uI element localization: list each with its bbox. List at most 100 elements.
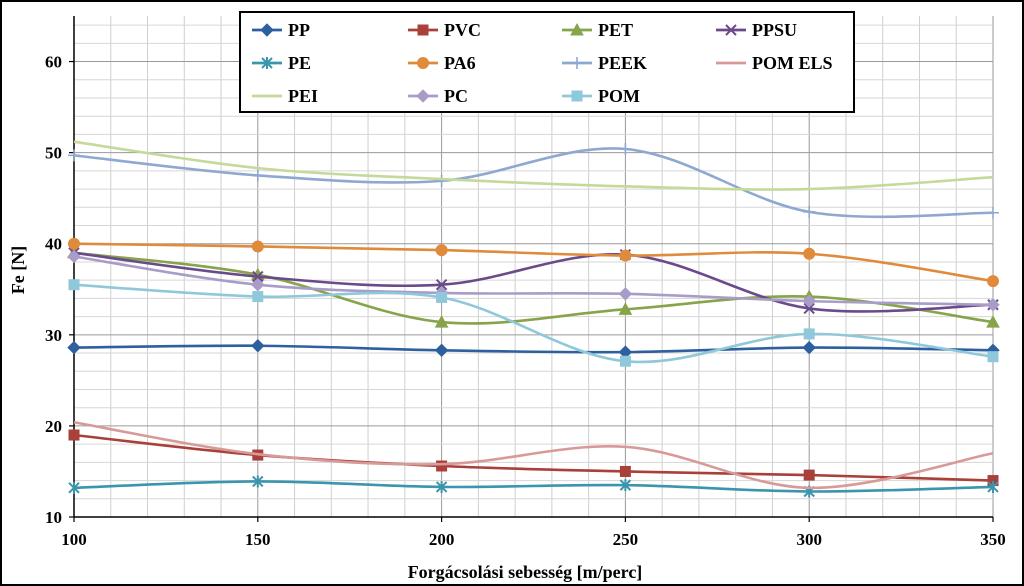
x-tick-label: 300: [796, 530, 822, 549]
axes: 10 20 30 40 50 60 100 150 200 250 300 350: [45, 16, 1006, 549]
data-point-pom: [68, 279, 80, 291]
y-tick-label: 40: [45, 235, 62, 254]
legend-label-pom-els: POM ELS: [752, 53, 833, 73]
data-point-peek: [435, 174, 448, 187]
data-point-pe: [435, 480, 448, 493]
data-point-pc: [986, 298, 1000, 312]
y-tick-label: 10: [45, 508, 62, 527]
data-point-pom: [436, 291, 448, 303]
data-point-peek: [803, 205, 816, 218]
data-point-pom: [619, 355, 631, 367]
legend-label-pom: POM: [598, 86, 640, 106]
data-point-pp: [434, 343, 449, 358]
data-point-pe: [619, 479, 632, 492]
legend-entry-pvc: PVC: [408, 20, 481, 40]
legend-label-pp: PP: [288, 20, 310, 40]
data-point-pc: [618, 287, 633, 301]
legend-label-ppsu: PPSU: [752, 20, 797, 40]
data-point-pe: [252, 475, 264, 488]
y-tick-label: 50: [45, 144, 62, 163]
data-point-pc: [251, 278, 265, 292]
legend-marker-pa6: [417, 57, 429, 69]
data-point-pa6: [619, 249, 632, 262]
legend-entry-ppsu: PPSU: [716, 20, 797, 40]
series-line-pei: [73, 140, 994, 191]
legend-marker-pc: [416, 89, 430, 103]
series-line-pp: [73, 344, 994, 354]
series-line-pa6: [73, 242, 994, 283]
data-point-peek: [251, 169, 264, 182]
data-point-ppsu: [435, 279, 448, 291]
legend-box: [239, 11, 855, 113]
legend: PP PVC PET PPSU PE PA6 PEEK POM ELS PEI PC POM: [239, 11, 855, 113]
legend-label-pet: PET: [598, 20, 633, 40]
y-tick-label: 20: [45, 417, 62, 436]
series-line-pom: [73, 283, 994, 364]
series-peek: [68, 142, 999, 219]
legend-marker-ppsu: [725, 24, 737, 36]
legend-marker-peek: [571, 57, 583, 69]
legend-entry-peek: PEEK: [562, 53, 647, 73]
legend-entry-pc: PC: [408, 86, 468, 106]
data-point-pe: [68, 481, 80, 494]
series-pei: [73, 140, 994, 191]
legend-marker-pe: [261, 57, 273, 69]
legend-entry-pom: POM: [562, 86, 640, 106]
legend-marker-pvc: [417, 24, 429, 36]
series-pom-els: [73, 420, 994, 490]
legend-label-pa6: PA6: [444, 53, 476, 73]
series-pp: [67, 339, 1000, 359]
series-line-peek: [73, 147, 994, 219]
data-point-ppsu: [252, 270, 264, 283]
x-axis-title: Forgácsolási sebesség [m/perc]: [408, 562, 643, 582]
x-tick-label: 200: [429, 530, 455, 549]
y-tick-label: 60: [45, 53, 62, 72]
data-point-pa6: [987, 275, 999, 288]
series-line-pom-els: [73, 420, 994, 490]
data-point-pa6: [803, 247, 816, 260]
x-tick-label: 350: [980, 530, 1006, 549]
data-point-pe: [987, 480, 999, 493]
data-point-pa6: [68, 237, 80, 250]
x-tick-label: 250: [613, 530, 639, 549]
series-pom: [68, 279, 999, 367]
data-point-pa6: [251, 240, 264, 253]
legend-entry-pom-els: POM ELS: [716, 53, 833, 73]
data-point-pom: [803, 328, 815, 340]
legend-entry-pet: PET: [562, 20, 633, 40]
legend-label-pvc: PVC: [444, 20, 481, 40]
data-point-pvc: [436, 460, 448, 472]
series-pe: [68, 475, 999, 498]
data-point-pvc: [803, 469, 815, 481]
legend-entry-pei: PEI: [252, 86, 318, 106]
data-point-pom: [987, 351, 999, 363]
legend-entry-pp: PP: [252, 20, 310, 40]
legend-label-pei: PEI: [288, 86, 318, 106]
series-pvc: [68, 429, 999, 487]
data-point-pet: [618, 302, 633, 315]
data-point-pet: [986, 315, 1000, 328]
legend-label-pc: PC: [444, 86, 468, 106]
legend-label-peek: PEEK: [598, 53, 647, 73]
legend-label-pe: PE: [288, 53, 311, 73]
series-group: [67, 140, 1000, 498]
x-tick-label: 100: [61, 530, 87, 549]
y-tick-label: 30: [45, 326, 62, 345]
data-point-pvc: [619, 465, 631, 477]
data-point-peek: [68, 149, 80, 162]
series-line-ppsu: [73, 251, 994, 313]
series-line-pet: [73, 251, 994, 325]
data-point-pc: [67, 249, 81, 264]
series-line-pc: [73, 255, 994, 307]
legend-marker-pet: [570, 22, 584, 36]
series-line-pvc: [73, 433, 994, 482]
legend-entry-pe: PE: [252, 53, 311, 73]
data-point-ppsu: [803, 302, 815, 315]
legend-entry-pa6: PA6: [408, 53, 476, 73]
legend-marker-pom: [571, 90, 583, 102]
series-line-pe: [73, 480, 994, 493]
y-axis-title: Fe [N]: [8, 246, 28, 294]
data-point-pp: [67, 340, 81, 355]
data-point-pc: [802, 294, 816, 308]
